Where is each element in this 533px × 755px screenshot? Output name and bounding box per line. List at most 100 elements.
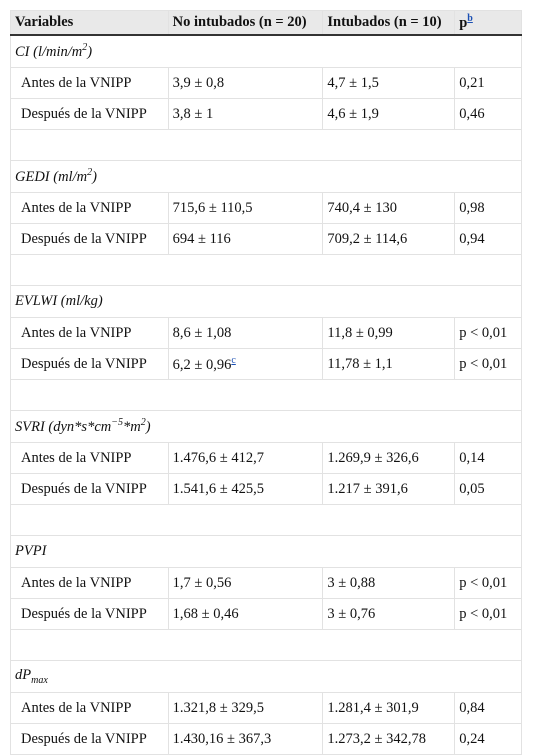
text-span: GEDI (ml/m — [15, 168, 88, 185]
data-row: Después de la VNIPP 3,8 ± 1 4,6 ± 1,9 0,46 — [10, 98, 522, 130]
spacer-row — [10, 254, 522, 286]
data-cell: 1.269,9 ± 326,6 — [322, 442, 456, 474]
data-row: Antes de la VNIPP 715,6 ± 110,5 740,4 ± 13… — [10, 192, 522, 224]
data-row: Antes de la VNIPP 1.476,6 ± 412,7 1.269,9 … — [10, 442, 522, 474]
data-cell: 1.541,6 ± 425,5 — [167, 473, 324, 505]
data-cell: 1.281,4 ± 301,9 — [322, 692, 456, 724]
column-header: No intubados (n = 20) — [167, 10, 324, 36]
data-row: Antes de la VNIPP 1.321,8 ± 329,5 1.281,4 … — [10, 692, 522, 724]
spacer-row — [10, 629, 522, 661]
data-row: Después de la VNIPP 1,68 ± 0,46 3 ± 0,76 p … — [10, 598, 522, 630]
data-row: Después de la VNIPP 1.430,16 ± 367,3 1.273… — [10, 723, 522, 755]
data-cell: 0,24 — [454, 723, 522, 755]
text-span: PVPI — [15, 543, 47, 559]
data-cell: 3,9 ± 0,8 — [167, 67, 324, 99]
data-cell: 4,6 ± 1,9 — [322, 98, 456, 130]
spacer-row — [10, 129, 522, 161]
data-cell: p < 0,01 — [454, 348, 522, 380]
group-row: EVLWI (ml/kg) — [10, 285, 522, 318]
data-table: Variables No intubados (n = 20) Intubados … — [10, 10, 522, 755]
spacer-cell — [10, 629, 522, 661]
text-span: SVRI (dyn*s*cm — [15, 418, 112, 435]
column-header: Intubados (n = 10) — [322, 10, 456, 36]
data-cell: 1.217 ± 391,6 — [322, 473, 456, 505]
data-cell: 694 ± 116 — [167, 223, 324, 255]
text-span: ) — [87, 43, 93, 60]
data-cell: 11,78 ± 1,1 — [322, 348, 456, 380]
row-label: Después de la VNIPP — [10, 723, 169, 755]
group-label: dPmax — [10, 660, 522, 693]
text-span: *m — [122, 418, 141, 435]
row-label: Después de la VNIPP — [10, 348, 169, 380]
text-span: p — [459, 14, 468, 31]
data-cell: 1.430,16 ± 367,3 — [167, 723, 324, 755]
data-cell: 709,2 ± 114,6 — [322, 223, 456, 255]
table-body: CI (l/min/m2) Antes de la VNIPP 3,9 ± 0,8 4… — [10, 34, 522, 755]
data-cell: 6,2 ± 0,96c — [167, 348, 324, 380]
data-cell: 3 ± 0,76 — [322, 598, 456, 630]
header-row: Variables No intubados (n = 20) Intubados … — [10, 10, 522, 36]
spacer-cell — [10, 254, 522, 286]
footnote-link[interactable]: b — [467, 13, 473, 25]
data-cell: 4,7 ± 1,5 — [322, 67, 456, 99]
data-cell: 0,46 — [454, 98, 522, 130]
group-label: GEDI (ml/m2) — [10, 160, 522, 193]
text-span: ) — [92, 168, 97, 185]
data-cell: p < 0,01 — [454, 598, 522, 630]
row-label: Antes de la VNIPP — [10, 192, 169, 224]
data-cell: 8,6 ± 1,08 — [167, 317, 324, 349]
row-label: Antes de la VNIPP — [10, 442, 169, 474]
data-cell: 0,98 — [454, 192, 522, 224]
data-cell: p < 0,01 — [454, 317, 522, 349]
spacer-row — [10, 379, 522, 411]
row-label: Antes de la VNIPP — [10, 317, 169, 349]
superscript: b — [467, 13, 473, 24]
subscript: max — [31, 674, 48, 686]
group-row: SVRI (dyn*s*cm−5*m2) — [10, 410, 522, 443]
superscript: 2 — [140, 417, 146, 429]
spacer-cell — [10, 129, 522, 161]
data-cell: 0,14 — [454, 442, 522, 474]
data-cell: 1.273,2 ± 342,78 — [322, 723, 456, 755]
data-cell: 3 ± 0,88 — [322, 567, 456, 599]
data-cell: 1,7 ± 0,56 — [167, 567, 324, 599]
data-cell: 11,8 ± 0,99 — [322, 317, 456, 349]
page: Variables No intubados (n = 20) Intubados … — [10, 10, 522, 755]
row-label: Después de la VNIPP — [10, 223, 169, 255]
data-row: Después de la VNIPP 6,2 ± 0,96c 11,78 ± 1,… — [10, 348, 522, 380]
superscript: 2 — [82, 42, 88, 54]
group-label: CI (l/min/m2) — [10, 34, 522, 68]
spacer-cell — [10, 504, 522, 536]
data-cell: 0,05 — [454, 473, 522, 505]
superscript: −5 — [111, 417, 123, 429]
row-label: Antes de la VNIPP — [10, 67, 169, 99]
row-label: Después de la VNIPP — [10, 598, 169, 630]
group-label: PVPI — [10, 535, 522, 568]
superscript: c — [231, 355, 235, 366]
row-label: Después de la VNIPP — [10, 473, 169, 505]
data-cell: 740,4 ± 130 — [322, 192, 456, 224]
text-span: dP — [15, 667, 32, 684]
data-row: Antes de la VNIPP 1,7 ± 0,56 3 ± 0,88 p < 0… — [10, 567, 522, 599]
group-row: CI (l/min/m2) — [10, 34, 522, 68]
data-row: Antes de la VNIPP 8,6 ± 1,08 11,8 ± 0,99 p … — [10, 317, 522, 349]
data-cell: p < 0,01 — [454, 567, 522, 599]
column-header: Variables — [10, 10, 169, 36]
data-cell: 0,21 — [454, 67, 522, 99]
data-cell: 0,94 — [454, 223, 522, 255]
footnote-link[interactable]: c — [231, 354, 236, 366]
group-label: SVRI (dyn*s*cm−5*m2) — [10, 410, 522, 443]
group-row: dPmax — [10, 660, 522, 693]
data-cell: 1,68 ± 0,46 — [167, 598, 324, 630]
data-cell: 1.476,6 ± 412,7 — [167, 442, 324, 474]
text-span: 6,2 ± 0,96 — [172, 356, 232, 373]
superscript: 2 — [87, 167, 93, 179]
data-cell: 715,6 ± 110,5 — [167, 192, 324, 224]
data-row: Antes de la VNIPP 3,9 ± 0,8 4,7 ± 1,5 0,21 — [10, 67, 522, 99]
row-label: Después de la VNIPP — [10, 98, 169, 130]
column-header: pb — [454, 10, 522, 36]
text-span: ) — [145, 418, 151, 435]
group-row: PVPI — [10, 535, 522, 568]
data-cell: 3,8 ± 1 — [167, 98, 324, 130]
data-cell: 0,84 — [454, 692, 522, 724]
